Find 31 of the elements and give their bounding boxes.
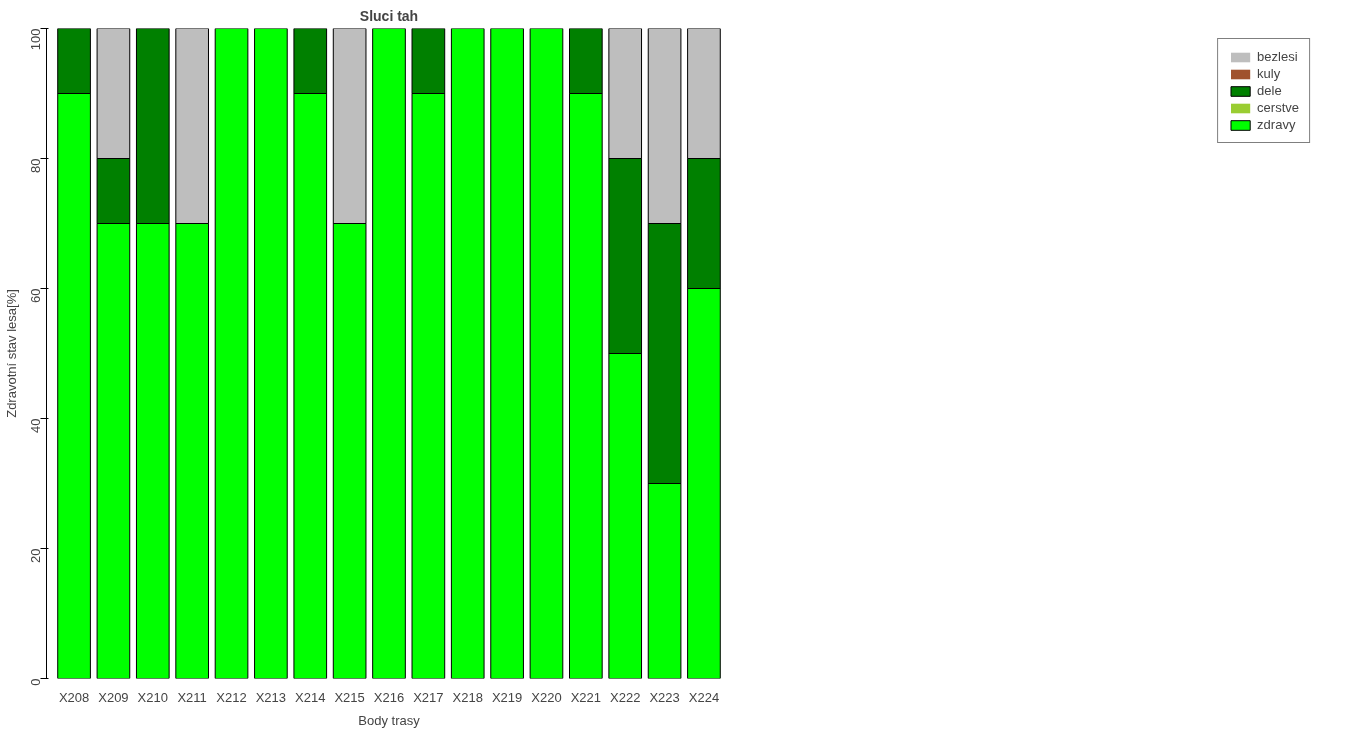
x-tick-label: X219 [491,689,523,705]
y-tick-label: 80 [28,158,43,173]
x-tick-label: X224 [688,689,720,705]
y-axis-title: Zdravotní stav lesa[%] [3,289,19,418]
x-tick-label: X213 [255,689,287,705]
x-tick-label: X217 [413,689,444,705]
x-tick-label: X220 [531,689,562,705]
legend-label: cerstve [1257,100,1299,115]
x-tick-label: X223 [649,689,680,705]
y-tick-label: 20 [28,548,43,563]
y-tick-label: 0 [28,678,43,686]
x-tick-label: X210 [137,689,168,705]
y-tick-label: 100 [28,28,43,51]
chart-title: Sluci tah [359,7,419,24]
x-tick-label: X222 [610,689,641,705]
x-tick-label: X212 [216,689,247,705]
x-tick-label: X216 [373,689,405,705]
legend-label: bezlesi [1257,49,1298,64]
x-tick-label: X208 [58,689,90,705]
x-tick-label: X214 [295,689,326,705]
legend-label: zdravy [1257,117,1296,132]
y-tick-label: 60 [28,288,43,303]
x-axis-title: Body trasy [358,712,421,728]
x-tick-label: X221 [570,689,602,705]
x-tick-label: X211 [177,689,207,705]
legend-label: dele [1257,83,1282,98]
x-tick-label: X209 [98,689,129,705]
legend-label: kuly [1257,66,1281,81]
y-tick-label: 40 [28,418,43,433]
x-tick-label: X218 [452,689,483,705]
x-tick-label: X215 [334,689,365,705]
